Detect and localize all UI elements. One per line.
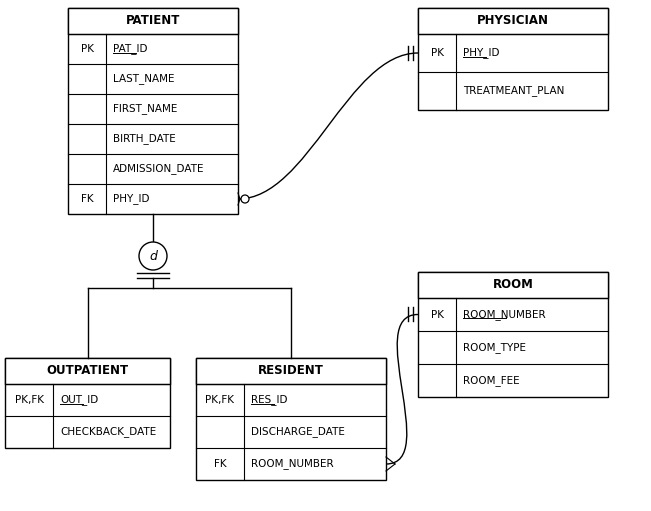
Text: FK: FK — [81, 194, 93, 204]
Bar — [418, 272, 608, 298]
Bar — [196, 358, 386, 480]
Text: DISCHARGE_DATE: DISCHARGE_DATE — [251, 427, 345, 437]
Text: FK: FK — [214, 459, 227, 469]
Text: PHY_ID: PHY_ID — [463, 48, 499, 58]
Text: LAST_NAME: LAST_NAME — [113, 74, 174, 84]
Text: ROOM: ROOM — [493, 278, 533, 291]
Bar — [5, 358, 170, 448]
Text: PHY_ID: PHY_ID — [113, 194, 150, 204]
Text: ADMISSION_DATE: ADMISSION_DATE — [113, 164, 204, 174]
Bar — [196, 358, 386, 384]
Text: ROOM_TYPE: ROOM_TYPE — [463, 342, 526, 353]
Text: d: d — [149, 249, 157, 263]
Text: OUT_ID: OUT_ID — [60, 394, 98, 405]
Text: FIRST_NAME: FIRST_NAME — [113, 104, 177, 114]
Bar — [418, 8, 608, 110]
Bar — [418, 8, 608, 34]
Text: RESIDENT: RESIDENT — [258, 364, 324, 378]
Text: RES_ID: RES_ID — [251, 394, 288, 405]
Text: BIRTH_DATE: BIRTH_DATE — [113, 133, 176, 145]
Text: PAT_ID: PAT_ID — [113, 43, 148, 55]
Bar — [5, 358, 170, 384]
Text: PK,FK: PK,FK — [206, 395, 234, 405]
Text: PK: PK — [430, 48, 443, 58]
Circle shape — [139, 242, 167, 270]
Text: PK: PK — [430, 310, 443, 319]
Text: ROOM_FEE: ROOM_FEE — [463, 375, 519, 386]
Text: CHECKBACK_DATE: CHECKBACK_DATE — [60, 427, 156, 437]
Bar — [68, 8, 238, 34]
Bar — [418, 272, 608, 397]
Text: PATIENT: PATIENT — [126, 14, 180, 28]
Text: ROOM_NUMBER: ROOM_NUMBER — [463, 309, 546, 320]
Bar — [68, 8, 238, 214]
Circle shape — [241, 195, 249, 203]
Text: PK: PK — [81, 44, 94, 54]
Text: PK,FK: PK,FK — [14, 395, 44, 405]
Text: OUTPATIENT: OUTPATIENT — [46, 364, 128, 378]
Text: TREATMEANT_PLAN: TREATMEANT_PLAN — [463, 85, 564, 97]
Text: PHYSICIAN: PHYSICIAN — [477, 14, 549, 28]
Text: ROOM_NUMBER: ROOM_NUMBER — [251, 458, 333, 470]
